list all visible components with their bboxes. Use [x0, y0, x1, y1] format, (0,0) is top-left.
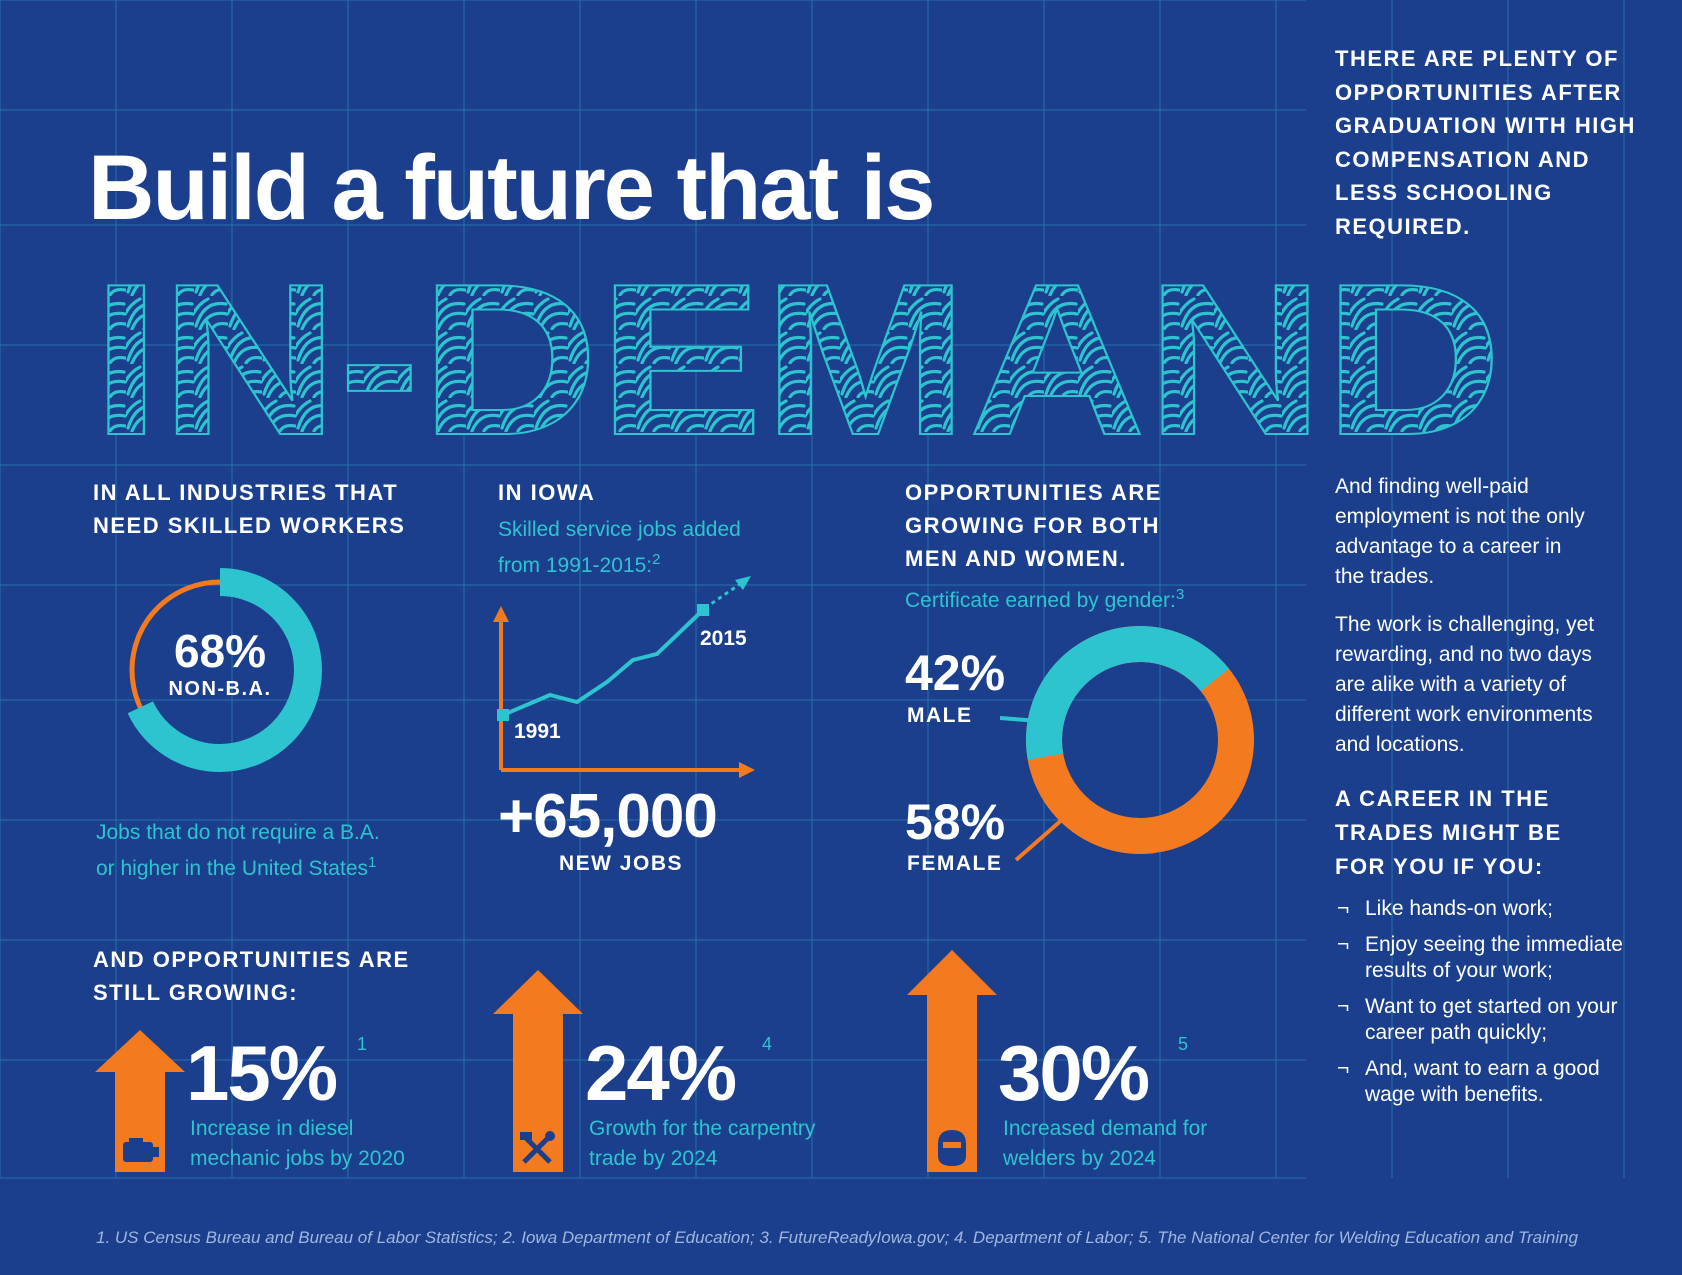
- growth-caption-1-line2: mechanic jobs by 2020: [190, 1147, 405, 1170]
- iowa-caption: Skilled service jobs added from 1991-201…: [498, 515, 798, 581]
- engine-icon: [123, 1138, 159, 1162]
- gender-donut-chart: [1000, 626, 1254, 862]
- in-demand-text: IN-DEMAND: [92, 262, 1502, 442]
- growth-arrow-2: [493, 970, 583, 1172]
- list-item: Enjoy seeing the immediate results of yo…: [1335, 932, 1635, 984]
- iowa-ref: 2: [652, 551, 661, 568]
- iowa-caption-line1: Skilled service jobs added: [498, 518, 741, 541]
- growth-caption-3: Increased demand for welders by 2024: [1003, 1114, 1263, 1174]
- gender-heading-line1: OPPORTUNITIES ARE: [905, 480, 1162, 505]
- jobs-trend-projection: [704, 580, 744, 610]
- industries-percent: 68%: [173, 625, 267, 677]
- industries-caption-line1: Jobs that do not require a B.A.: [96, 821, 380, 844]
- gender-caption-text: Certificate earned by gender:: [905, 589, 1176, 612]
- iowa-caption-line2: from 1991-2015:: [498, 554, 653, 577]
- sidebar-paragraph-1: And finding well-paid employment is not …: [1335, 475, 1585, 588]
- industries-heading: IN ALL INDUSTRIES THAT NEED SKILLED WORK…: [93, 476, 433, 542]
- growth-caption-3-line2: welders by 2024: [1003, 1147, 1156, 1170]
- growth-ref-1: 1: [357, 1034, 368, 1054]
- iowa-jobs-line-chart: [493, 576, 755, 778]
- growth-arrow-1: [95, 1030, 185, 1172]
- iowa-value-label: NEW JOBS: [558, 852, 683, 875]
- gender-heading: OPPORTUNITIES ARE GROWING FOR BOTH MEN A…: [905, 476, 1225, 575]
- in-demand-wordmark: IN-DEMAND: [92, 262, 1503, 442]
- jobs-trend-line: [502, 608, 705, 717]
- growth-arrow-3: [907, 950, 997, 1172]
- headline-title: Build a future that is: [88, 137, 935, 239]
- growth-value-2: 24%: [585, 1029, 737, 1117]
- growth-caption-1: Increase in diesel mechanic jobs by 2020: [190, 1114, 450, 1174]
- industries-caption-line2: or higher in the United States: [96, 857, 368, 880]
- list-item: Want to get started on your career path …: [1335, 994, 1635, 1046]
- intro-text: THERE ARE PLENTY OF OPPORTUNITIES AFTER …: [1335, 46, 1636, 239]
- female-percent: 58%: [905, 794, 1006, 850]
- list-item: And, want to earn a good wage with benef…: [1335, 1056, 1635, 1108]
- growth-caption-2: Growth for the carpentry trade by 2024: [589, 1114, 869, 1174]
- iowa-heading: IN IOWA: [498, 480, 596, 505]
- female-leader-line: [1014, 816, 1066, 862]
- male-leader-line: [1000, 716, 1053, 724]
- hammer-wrench-icon: [520, 1131, 555, 1164]
- growth-value-1: 15%: [186, 1029, 338, 1117]
- growth-heading-line2: STILL GROWING:: [93, 980, 299, 1005]
- growth-heading: AND OPPORTUNITIES ARE STILL GROWING:: [93, 943, 493, 1009]
- sidebar-heading: A CAREER IN THE TRADES MIGHT BE FOR YOU …: [1335, 786, 1562, 879]
- gender-caption: Certificate earned by gender:3: [905, 580, 1235, 616]
- x-axis-arrow: [739, 762, 755, 778]
- growth-ref-2: 4: [762, 1034, 773, 1054]
- male-label: MALE: [907, 704, 973, 727]
- female-label: FEMALE: [907, 852, 1003, 875]
- start-year-label: 1991: [514, 720, 561, 743]
- sidebar-list: Like hands-on work; Enjoy seeing the imm…: [1335, 896, 1635, 1118]
- growth-caption-2-line1: Growth for the carpentry: [589, 1117, 816, 1140]
- male-percent: 42%: [905, 645, 1006, 701]
- growth-heading-line1: AND OPPORTUNITIES ARE: [93, 947, 410, 972]
- footnote: 1. US Census Bureau and Bureau of Labor …: [96, 1228, 1579, 1247]
- industries-ref: 1: [368, 854, 377, 871]
- projection-arrow: [735, 576, 751, 590]
- welder-mask-icon: [938, 1130, 966, 1166]
- gender-ref: 3: [1175, 586, 1185, 603]
- point-2015: [697, 604, 709, 616]
- gender-heading-line3: MEN AND WOMEN.: [905, 546, 1127, 571]
- industries-caption: Jobs that do not require a B.A. or highe…: [96, 818, 456, 884]
- non-ba-donut-chart: [118, 568, 322, 772]
- growth-caption-1-line1: Increase in diesel: [190, 1117, 354, 1140]
- point-1991: [497, 709, 509, 721]
- list-item: Like hands-on work;: [1335, 896, 1635, 922]
- industries-label: NON-B.A.: [168, 678, 272, 700]
- growth-caption-3-line1: Increased demand for: [1003, 1117, 1208, 1140]
- end-year-label: 2015: [700, 627, 747, 650]
- iowa-value: +65,000: [498, 782, 718, 851]
- growth-caption-2-line2: trade by 2024: [589, 1147, 718, 1170]
- y-axis-arrow: [493, 606, 509, 622]
- growth-ref-3: 5: [1178, 1034, 1189, 1054]
- industries-heading-line1: IN ALL INDUSTRIES THAT: [93, 480, 399, 505]
- growth-value-3: 30%: [998, 1029, 1150, 1117]
- donut-share-arc: [118, 568, 322, 772]
- sidebar-paragraph-2: The work is challenging, yet rewarding, …: [1335, 613, 1595, 756]
- gender-heading-line2: GROWING FOR BOTH: [905, 513, 1160, 538]
- industries-heading-line2: NEED SKILLED WORKERS: [93, 513, 406, 538]
